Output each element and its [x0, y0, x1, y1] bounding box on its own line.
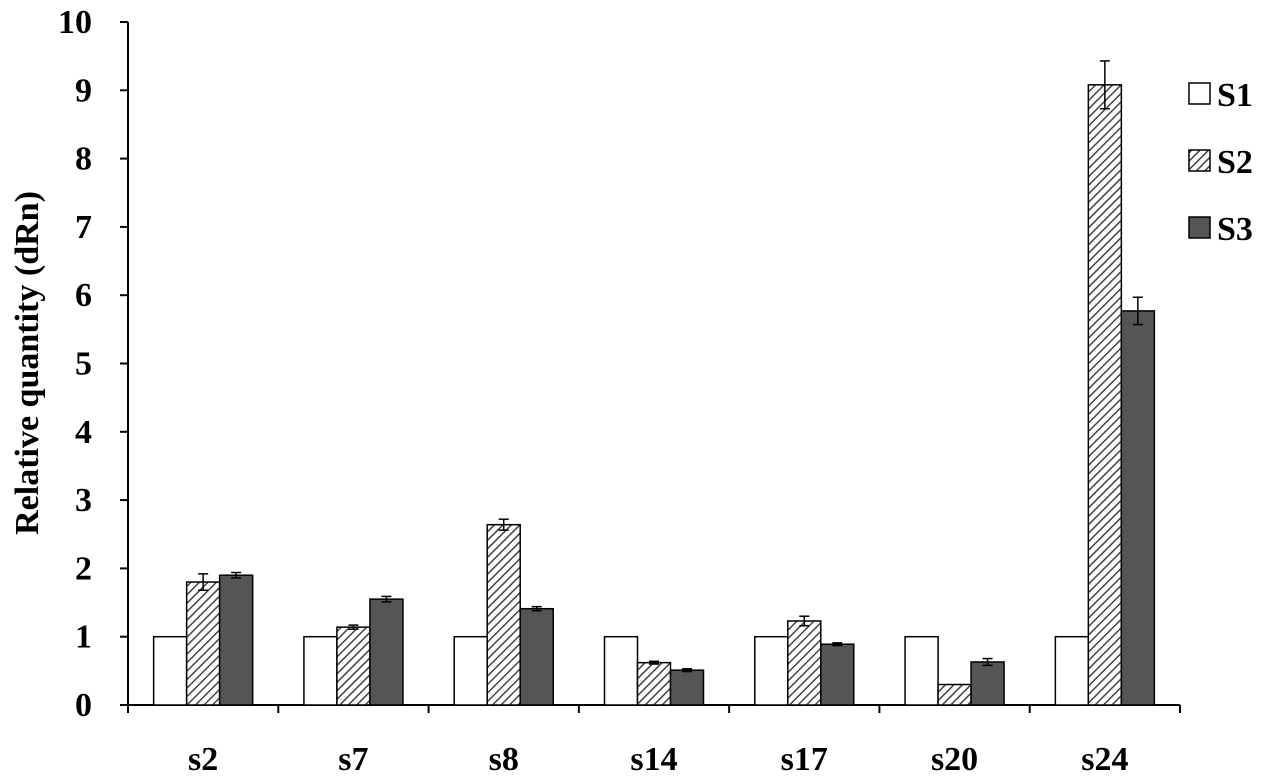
y-tick-label: 0 [75, 687, 92, 724]
legend-swatch-s1 [1188, 82, 1211, 105]
bar-s2 [636, 661, 672, 706]
bar-s1 [603, 635, 639, 706]
legend-label-s1: S1 [1217, 77, 1253, 114]
y-tick-label: 2 [75, 550, 92, 587]
bar-s1 [453, 635, 488, 706]
bar-s1 [303, 635, 338, 706]
x-tick-label: s7 [338, 741, 368, 778]
x-tick-label: s14 [630, 741, 677, 778]
y-tick-label: 1 [75, 619, 92, 656]
x-tick-label: s8 [489, 741, 519, 778]
bar-s2 [937, 683, 972, 706]
y-tick-label: 7 [75, 209, 92, 246]
x-tick-label: s17 [781, 741, 828, 778]
bar-s2 [1087, 84, 1123, 706]
bar-s3 [1120, 310, 1156, 706]
bar-s1 [754, 635, 789, 706]
legend-label-s2: S2 [1217, 144, 1253, 181]
x-tick-label: s2 [188, 741, 218, 778]
legend-label-s3: S3 [1217, 211, 1253, 248]
legend-swatch-s3 [1188, 216, 1211, 239]
bar-s1 [152, 635, 188, 706]
bar-s2 [185, 581, 221, 706]
y-tick-label: 4 [75, 414, 92, 451]
bars [152, 60, 1156, 706]
y-tick-label: 3 [75, 482, 92, 519]
y-tick-label: 10 [58, 4, 92, 41]
bar-s3 [369, 598, 404, 706]
axes: 0 1 2 3 4 5 6 7 8 9 10 s2 s7 s8 s14 s17 s20 s24 [58, 4, 1181, 778]
bar-s2 [486, 523, 521, 706]
legend: S1 S2 S3 [1188, 77, 1253, 248]
bar-s1 [1054, 635, 1090, 706]
x-tick-label: s20 [931, 741, 978, 778]
bar-s3 [669, 669, 705, 706]
bar-s3 [820, 643, 855, 706]
bar-s3 [519, 607, 554, 706]
bar-s3 [970, 661, 1005, 706]
y-tick-label: 9 [75, 72, 92, 109]
bar-s1 [904, 635, 939, 706]
bar-s2 [787, 620, 822, 706]
y-tick-label: 8 [75, 141, 92, 178]
y-tick-label: 5 [75, 346, 92, 383]
x-tick-label: s24 [1081, 741, 1128, 778]
legend-swatch-s2 [1188, 149, 1211, 172]
y-axis-label: Relative quantity (dRn) [9, 191, 46, 535]
bar-s2 [336, 626, 371, 706]
y-tick-label: 6 [75, 277, 92, 314]
bar-s3 [218, 574, 254, 706]
